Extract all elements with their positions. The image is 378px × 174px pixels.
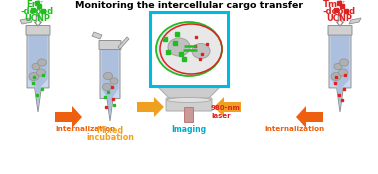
- Text: 980-nm
laser: 980-nm laser: [211, 105, 241, 118]
- Ellipse shape: [37, 69, 45, 76]
- Text: $^{3+}$: $^{3+}$: [36, 0, 45, 5]
- FancyBboxPatch shape: [99, 41, 121, 49]
- Ellipse shape: [104, 72, 113, 80]
- Polygon shape: [20, 18, 32, 24]
- Text: incubation: incubation: [86, 133, 134, 142]
- Text: Internalization: Internalization: [55, 126, 115, 132]
- FancyBboxPatch shape: [328, 26, 352, 35]
- Text: Internalization: Internalization: [265, 126, 325, 132]
- Ellipse shape: [331, 73, 341, 81]
- Text: -doped: -doped: [20, 7, 54, 16]
- Polygon shape: [55, 106, 82, 128]
- Ellipse shape: [156, 22, 222, 76]
- Ellipse shape: [167, 97, 211, 102]
- FancyBboxPatch shape: [26, 26, 50, 35]
- Ellipse shape: [32, 63, 40, 70]
- Polygon shape: [137, 97, 164, 117]
- FancyBboxPatch shape: [150, 12, 228, 86]
- Polygon shape: [28, 36, 48, 107]
- Ellipse shape: [334, 63, 342, 70]
- Polygon shape: [157, 86, 221, 100]
- Ellipse shape: [339, 69, 347, 76]
- Polygon shape: [102, 50, 118, 117]
- Text: Er: Er: [26, 0, 36, 9]
- Polygon shape: [27, 35, 49, 112]
- Polygon shape: [118, 37, 129, 49]
- Text: Mixed: Mixed: [96, 126, 124, 135]
- FancyArrow shape: [34, 16, 42, 26]
- Text: Imaging: Imaging: [172, 125, 206, 134]
- Polygon shape: [330, 36, 350, 107]
- Text: UCNP: UCNP: [24, 14, 50, 23]
- Ellipse shape: [102, 83, 112, 91]
- Polygon shape: [349, 18, 361, 24]
- FancyArrow shape: [336, 16, 344, 26]
- Text: Tm: Tm: [323, 0, 338, 9]
- Text: UCNP: UCNP: [326, 14, 352, 23]
- Ellipse shape: [29, 73, 39, 81]
- FancyBboxPatch shape: [184, 108, 194, 122]
- Ellipse shape: [192, 44, 210, 58]
- Polygon shape: [100, 49, 120, 121]
- Polygon shape: [296, 106, 323, 128]
- Polygon shape: [92, 32, 102, 39]
- FancyBboxPatch shape: [166, 98, 212, 111]
- Polygon shape: [214, 97, 241, 117]
- Ellipse shape: [339, 59, 349, 66]
- Ellipse shape: [168, 38, 190, 56]
- Polygon shape: [329, 35, 351, 112]
- Ellipse shape: [110, 78, 118, 84]
- Text: -doped: -doped: [322, 7, 356, 16]
- Text: Monitoring the intercellular cargo transfer: Monitoring the intercellular cargo trans…: [75, 1, 303, 10]
- Ellipse shape: [37, 59, 46, 66]
- Text: $^{3+}$: $^{3+}$: [338, 0, 347, 5]
